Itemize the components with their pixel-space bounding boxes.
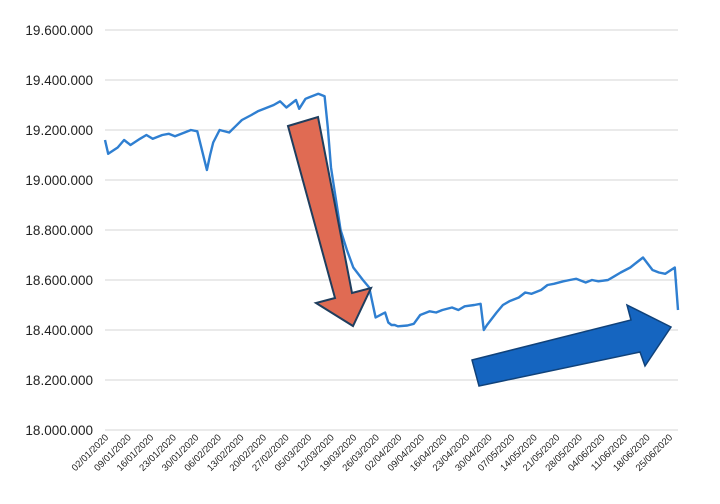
up-trend-arrow	[471, 303, 673, 387]
y-axis-ticks: 18.000.000 18.200.000 18.400.000 18.600.000…	[25, 23, 93, 438]
y-tick-label: 19.200.000	[25, 123, 93, 138]
y-tick-label: 19.000.000	[25, 173, 93, 188]
series-line	[103, 92, 680, 332]
y-tick-label: 18.200.000	[25, 373, 93, 388]
y-tick-label: 18.000.000	[25, 423, 93, 438]
annotation-arrows	[286, 115, 673, 387]
y-tick-label: 19.400.000	[25, 73, 93, 88]
series-layer	[103, 92, 680, 332]
y-tick-label: 18.600.000	[25, 273, 93, 288]
y-tick-label: 18.800.000	[25, 223, 93, 238]
y-tick-label: 18.400.000	[25, 323, 93, 338]
x-axis-ticks: 02/01/202009/01/202016/01/202023/01/2020…	[70, 432, 675, 473]
y-tick-label: 19.600.000	[25, 23, 93, 38]
down-trend-arrow	[286, 115, 373, 328]
grid-lines	[105, 29, 678, 431]
